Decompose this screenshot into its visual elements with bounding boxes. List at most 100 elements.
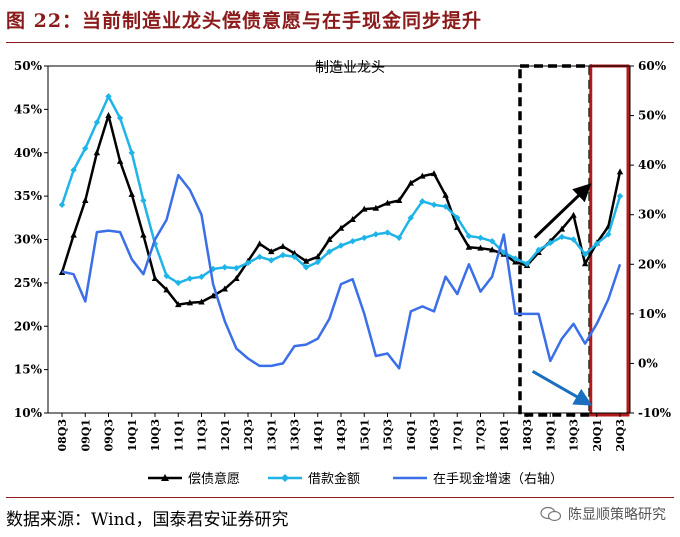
series-point — [361, 234, 368, 241]
series-point — [256, 253, 263, 261]
axes: 10% 15% 20% 25% 30% 35% 40% 45% 50% -10% 0% 10% 20% 3… — [14, 59, 672, 452]
series-point — [58, 201, 66, 208]
x-tick-label: 17Q1 — [451, 419, 464, 452]
right-tick-label: 30% — [638, 208, 667, 222]
right-tick-label: 10% — [638, 307, 667, 321]
series-point — [326, 236, 333, 242]
series-point — [198, 273, 205, 281]
title-rule — [6, 42, 674, 43]
series-point — [233, 275, 240, 282]
series-point — [372, 231, 380, 238]
source-note: 数据来源：Wind，国泰君安证券研究 — [6, 510, 289, 530]
x-tick-label: 20Q1 — [591, 419, 604, 452]
series-point — [186, 275, 194, 282]
series-point — [419, 198, 426, 205]
series-point — [442, 203, 449, 210]
series-point — [93, 119, 101, 126]
series-point — [244, 259, 252, 267]
x-tick-label: 18Q1 — [498, 419, 511, 452]
chart: 10% 15% 20% 25% 30% 35% 40% 45% 50% -10% 0% 10% 20% 3… — [14, 59, 672, 487]
series-point — [291, 249, 298, 256]
legend-label-2: 在手现金增速（右轴） — [433, 471, 563, 487]
series-point — [314, 253, 321, 260]
source-rule — [6, 497, 674, 498]
series-point — [70, 231, 77, 238]
left-tick-label: 15% — [14, 363, 43, 377]
series-point — [407, 179, 414, 186]
arrow-down — [531, 370, 593, 406]
series-point — [163, 286, 170, 293]
left-tick-label: 45% — [14, 102, 43, 116]
series-point — [279, 242, 287, 249]
series-point — [116, 114, 124, 122]
series-point — [535, 246, 542, 254]
series-point — [488, 246, 496, 253]
legend-label-0: 偿债意愿 — [188, 471, 240, 487]
series-point — [395, 196, 403, 203]
series-point — [302, 264, 310, 271]
series-point — [175, 301, 182, 308]
series-point — [558, 225, 566, 232]
x-tick-label: 08Q3 — [56, 419, 69, 452]
arrow-up — [533, 183, 592, 239]
left-tick-label: 50% — [14, 59, 43, 73]
series-line-2 — [61, 173, 622, 370]
series-point — [337, 242, 345, 249]
legend-marker — [161, 474, 169, 481]
series-point — [581, 251, 589, 258]
series-point — [384, 199, 391, 206]
series-point — [454, 214, 461, 222]
x-tick-label: 19Q1 — [544, 419, 557, 452]
series-point — [105, 93, 112, 100]
series-point — [198, 298, 205, 305]
annotation-arrows — [531, 183, 593, 406]
series-point — [151, 275, 159, 282]
series-point — [186, 299, 194, 306]
right-tick-label: 0% — [638, 356, 658, 370]
left-tick-label: 10% — [14, 406, 43, 420]
series-point — [488, 238, 496, 245]
right-tick-label: 50% — [638, 109, 667, 123]
series-point — [349, 238, 356, 245]
left-tick-label: 35% — [14, 189, 43, 203]
series-point — [279, 251, 287, 259]
left-tick-label: 30% — [14, 233, 43, 247]
x-tick-label: 12Q3 — [242, 419, 255, 452]
series-point — [419, 172, 426, 179]
watermark: 陈显顺策略研究 — [540, 504, 666, 524]
series-point — [547, 239, 554, 247]
watermark-text: 陈显顺策略研究 — [568, 507, 666, 523]
legend-marker — [281, 474, 289, 482]
x-tick-label: 16Q1 — [405, 419, 418, 452]
x-tick-label: 13Q3 — [289, 419, 302, 452]
x-tick-label: 19Q3 — [568, 419, 581, 452]
series-point — [407, 214, 414, 222]
x-tick-label: 13Q1 — [265, 419, 278, 452]
series-point — [209, 292, 217, 299]
x-tick-label: 18Q3 — [521, 419, 534, 452]
series-point — [70, 166, 77, 174]
series-point — [291, 253, 298, 261]
series-point — [233, 264, 240, 272]
series-point — [326, 248, 333, 255]
series-point — [477, 244, 484, 251]
series-point — [209, 265, 217, 273]
series-point — [140, 231, 147, 238]
right-tick-label: 20% — [638, 257, 667, 271]
series-point — [477, 234, 484, 241]
legend: 偿债意愿 借款金额 在手现金增速（右轴） — [148, 471, 563, 487]
series-point — [128, 149, 135, 156]
right-tick-label: 40% — [638, 158, 667, 172]
series-point — [82, 196, 89, 203]
chart-title: 制造业龙头 — [315, 60, 385, 76]
x-tick-label: 09Q3 — [103, 419, 116, 452]
series-point — [361, 205, 368, 212]
series-point — [337, 224, 345, 231]
series-point — [140, 197, 147, 204]
wechat-icon — [540, 506, 562, 522]
series-point — [82, 145, 89, 152]
series-lines — [58, 93, 624, 370]
series-point — [395, 234, 403, 241]
series-point — [465, 243, 473, 250]
series-point — [384, 229, 391, 236]
